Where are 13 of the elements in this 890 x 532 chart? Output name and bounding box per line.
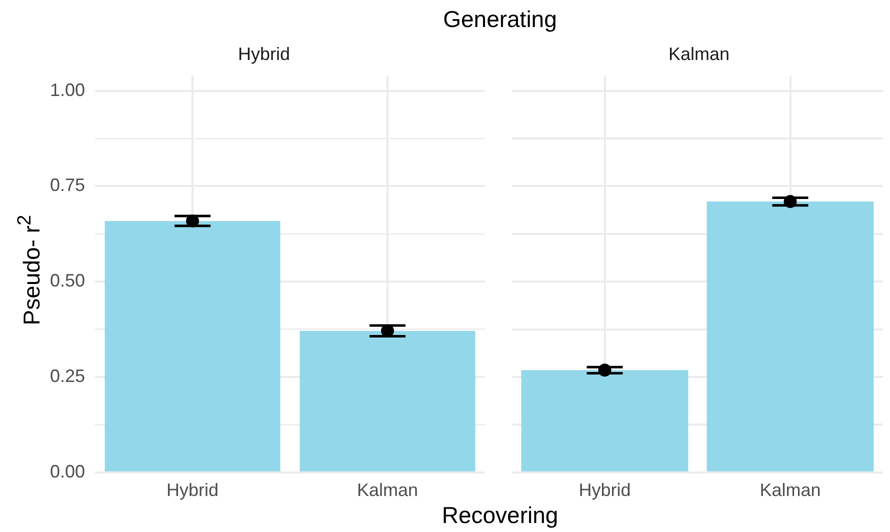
- x-tick-label: Hybrid: [166, 480, 219, 500]
- y-tick-label: 0.50: [50, 270, 86, 291]
- y-tick-label: 1.00: [50, 80, 86, 100]
- chart-title: Generating: [443, 6, 557, 33]
- y-tick-label: 0.00: [50, 461, 86, 482]
- y-tick-label: 0.75: [50, 175, 86, 196]
- chart-subtitle: Kalman: [668, 44, 730, 64]
- y-tick-label: 0.25: [50, 366, 86, 386]
- chart-subtitle: Hybrid: [238, 44, 290, 64]
- x-axis-title: Recovering: [442, 502, 558, 529]
- x-tick-label: Kalman: [356, 480, 418, 500]
- x-tick-label: Kalman: [760, 480, 821, 500]
- x-tick-label: Hybrid: [578, 480, 631, 500]
